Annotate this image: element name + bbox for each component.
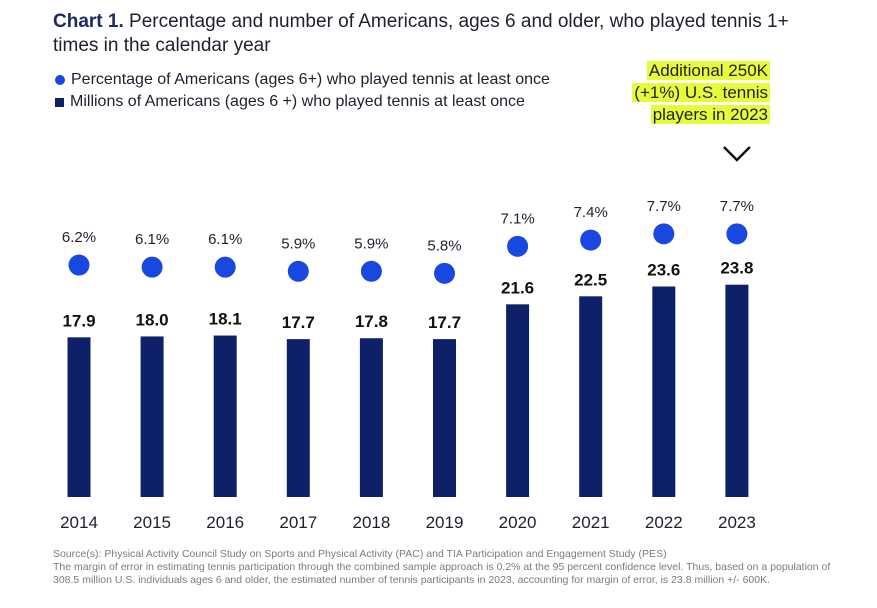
pct-dot-2021 [580,229,602,251]
pct-dot-2019 [434,262,455,284]
bar-2015 [140,336,164,497]
pct-dot-2016 [214,256,236,278]
pct-dot-2023 [726,223,748,245]
bar-2017 [286,339,310,497]
pct-dot-2020 [507,235,529,257]
legend-dot-icon [55,75,65,85]
pct-dot-2022 [653,223,675,245]
bar-2021 [579,296,603,497]
bar-2014 [67,337,91,497]
chart-title-lead: Chart 1. [53,11,124,32]
bar-2018 [359,338,383,497]
x-tick-2022: 2022 [645,513,683,532]
chart-title: Chart 1. Percentage and number of Americ… [53,10,793,58]
pct-label-2015: 6.1% [135,231,169,248]
legend-square-icon [55,97,64,107]
callout-line-3: players in 2023 [650,105,770,124]
x-tick-2014: 2014 [60,513,98,532]
footnote-source: Source(s): Physical Activity Council Stu… [53,548,667,560]
x-tick-2015: 2015 [133,513,171,532]
x-tick-2019: 2019 [426,513,464,532]
pct-dot-2018 [360,260,382,282]
legend-label-millions: Millions of Americans (ages 6 +) who pla… [70,93,525,110]
bar-label-2019: 17.7 [428,313,461,332]
pct-label-2021: 7.4% [574,204,608,221]
bar-label-2015: 18.0 [136,310,169,329]
pct-label-2019: 5.8% [427,237,461,254]
bar-label-2023: 23.8 [720,259,753,278]
pct-label-2014: 6.2% [62,229,96,246]
bar-2019 [433,339,456,497]
bar-label-2022: 23.6 [647,260,680,279]
legend-item-millions: Millions of Americans (ages 6 +) who pla… [55,91,550,113]
pct-label-2023: 7.7% [720,198,754,215]
x-tick-2017: 2017 [279,513,317,532]
pct-label-2022: 7.7% [647,198,681,215]
bar-label-2020: 21.6 [501,278,534,297]
pct-label-2018: 5.9% [354,235,388,252]
legend-item-percentage: Percentage of Americans (ages 6+) who pl… [55,69,550,91]
pct-dot-2017 [287,260,309,282]
x-tick-2020: 2020 [499,513,537,532]
bar-label-2021: 22.5 [574,270,607,289]
legend: Percentage of Americans (ages 6+) who pl… [55,69,550,113]
bar-label-2016: 18.1 [209,310,242,329]
footnote: Source(s): Physical Activity Council Stu… [53,548,833,587]
x-tick-2021: 2021 [572,513,610,532]
bar-label-2014: 17.9 [62,311,95,330]
legend-label-percentage: Percentage of Americans (ages 6+) who pl… [71,71,550,88]
x-tick-2016: 2016 [206,513,244,532]
chart-title-text: Percentage and number of Americans, ages… [53,11,789,56]
pct-label-2017: 5.9% [281,235,315,252]
chevron-down-icon [723,146,751,162]
bar-2022 [652,286,676,497]
pct-label-2016: 6.1% [208,231,242,248]
x-tick-2018: 2018 [352,513,390,532]
bar-label-2018: 17.8 [355,312,388,331]
bar-2023 [725,284,749,497]
bar-label-2017: 17.7 [282,313,315,332]
pct-dot-2015 [141,256,163,278]
callout-line-1: Additional 250K [646,61,770,80]
bar-2016 [213,335,237,497]
footnote-margin: The margin of error in estimating tennis… [53,561,831,586]
x-tick-2023: 2023 [718,513,756,532]
callout-line-2: (+1%) U.S. tennis [632,83,770,102]
pct-label-2020: 7.1% [500,210,534,227]
callout-annotation: Additional 250K (+1%) U.S. tennis player… [620,60,770,126]
bar-2020 [506,304,530,497]
pct-dot-2014 [68,254,90,276]
